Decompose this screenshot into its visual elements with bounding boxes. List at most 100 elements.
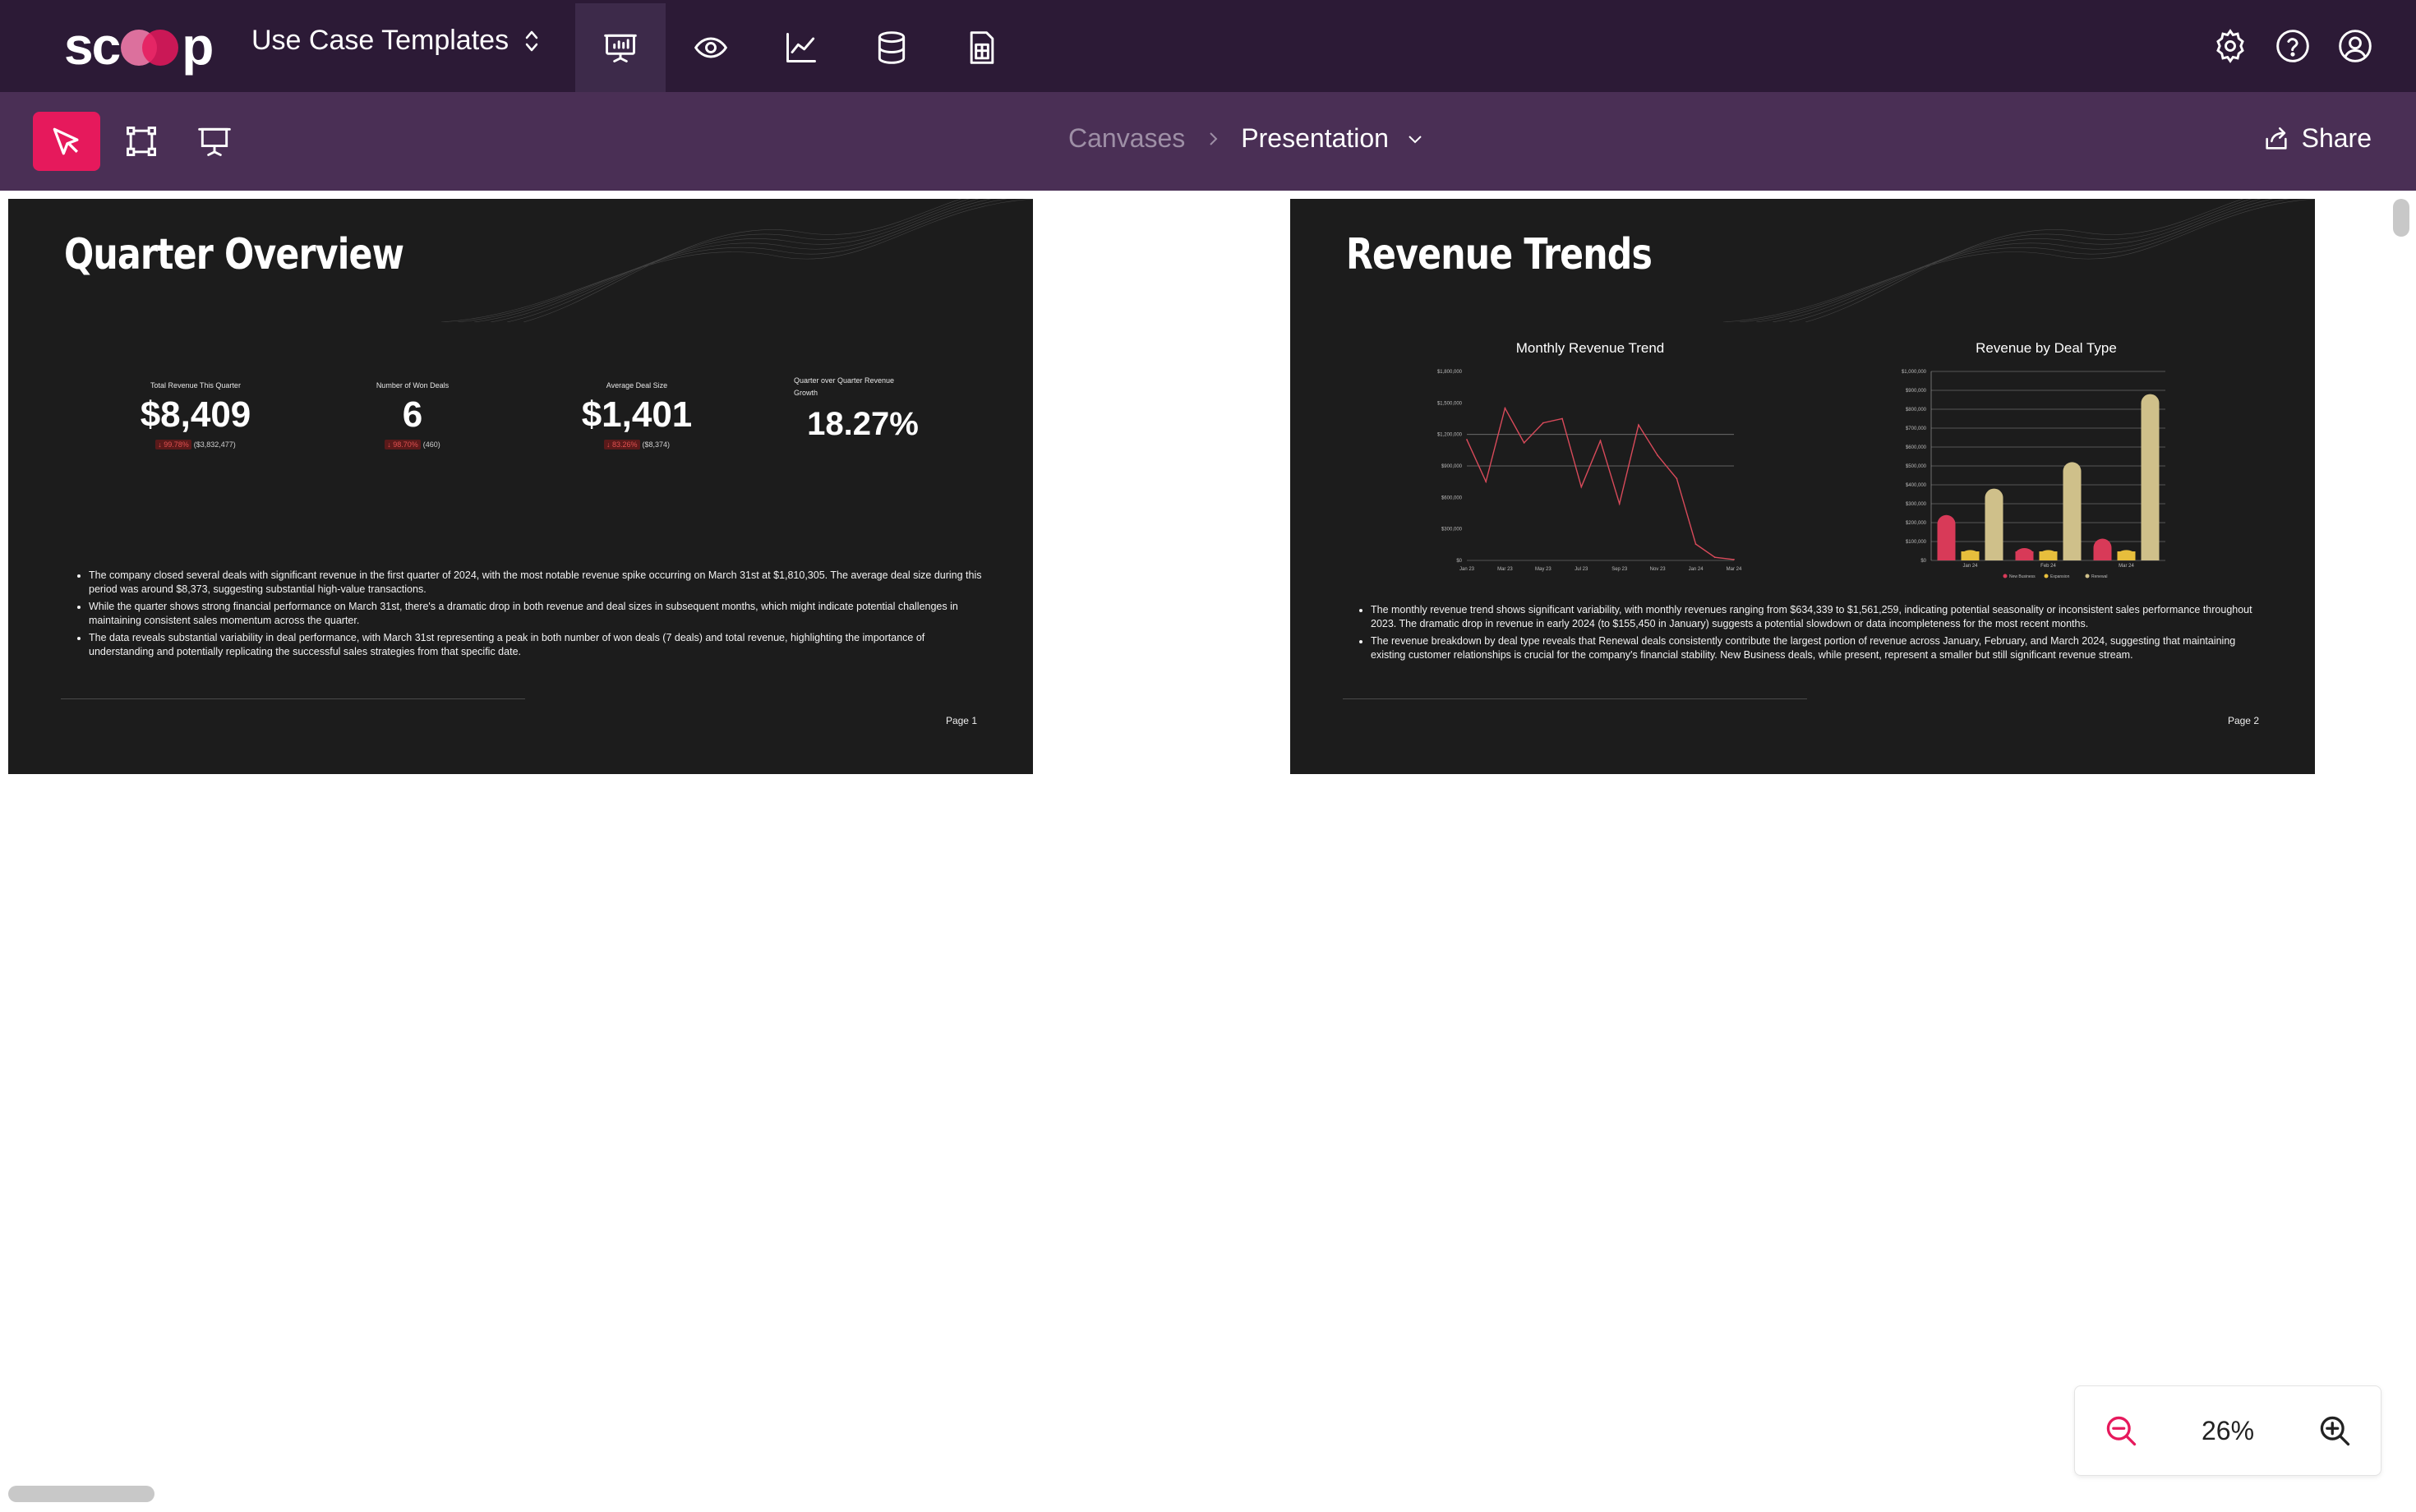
insight-item: While the quarter shows strong financial… (89, 600, 986, 628)
pointer-tool-button[interactable] (33, 112, 100, 171)
zoom-in-icon[interactable] (2317, 1413, 2353, 1449)
legend-label: New Business (2009, 574, 2036, 579)
data-point (1618, 503, 1621, 505)
kpi-label: Total Revenue This Quarter (150, 381, 241, 390)
help-icon[interactable] (2275, 28, 2311, 64)
x-tick-label: Sep 23 (1611, 567, 1628, 572)
y-tick-label: $1,000,000 (1902, 370, 1927, 375)
slide-2[interactable]: Revenue Trends Monthly Revenue Trend $0 $… (1290, 199, 2315, 774)
kpi-won-deals: Number of Won Deals 6 ↓ 98.70% (460) (314, 381, 511, 449)
data-point (1713, 556, 1716, 559)
x-tick-label: Jan 24 (1689, 567, 1704, 572)
updown-chevron-icon (525, 30, 538, 51)
bar-chart-title: Revenue by Deal Type (1976, 340, 2117, 356)
wave-decoration (440, 199, 1033, 322)
logo-circles-icon (121, 25, 180, 67)
breadcrumb-presentation[interactable]: Presentation (1241, 123, 1389, 153)
kpi-average-deal: Average Deal Size $1,401 ↓ 83.26% ($8,374… (538, 381, 735, 449)
slide-1[interactable]: Quarter Overview Total Revenue This Quar… (8, 199, 1033, 774)
main-nav (575, 3, 1027, 92)
page-number: Page 1 (945, 715, 977, 726)
insight-item: The monthly revenue trend shows signific… (1371, 603, 2268, 631)
vertical-scrollbar[interactable] (2393, 199, 2409, 237)
footer-divider (1343, 698, 1807, 699)
y-tick-label: $500,000 (1906, 464, 1927, 469)
x-tick-label: Feb 24 (2040, 564, 2056, 569)
monthly-revenue-line-chart[interactable]: $0 $300,000 $600,000 $900,000 $1,200,000 $1,5… (1418, 363, 1779, 585)
kpi-total-revenue: Total Revenue This Quarter $8,409 ↓ 99.7… (97, 381, 294, 449)
kpi-previous: (460) (422, 440, 440, 449)
chart-line-icon (786, 33, 816, 62)
chevron-right-icon (1210, 131, 1218, 145)
bar-new-business (1937, 514, 1956, 560)
data-point (1466, 439, 1468, 440)
breadcrumb-canvases[interactable]: Canvases (1068, 123, 1186, 153)
pointer-icon (53, 127, 79, 155)
insight-item: The revenue breakdown by deal type revea… (1371, 634, 2268, 662)
horizontal-scrollbar[interactable] (8, 1486, 154, 1502)
tab-view[interactable] (666, 3, 756, 92)
slide-1-title: Quarter Overview (64, 230, 404, 279)
wave-decoration (1722, 199, 2315, 322)
y-tick-label: $400,000 (1906, 483, 1927, 488)
frame-tool-button[interactable] (108, 112, 175, 171)
y-tick-label: $600,000 (1906, 445, 1927, 450)
breadcrumb: Canvases Presentation (1068, 123, 1425, 154)
frame-icon (127, 127, 156, 156)
share-icon (2266, 127, 2287, 150)
user-icon[interactable] (2337, 28, 2373, 64)
x-tick-label: Jul 23 (1575, 567, 1588, 572)
revenue-series-line (1466, 406, 1735, 560)
tab-data[interactable] (846, 3, 937, 92)
share-button[interactable]: Share (2262, 123, 2372, 154)
y-tick-label: $900,000 (1441, 464, 1463, 469)
scoop-logo[interactable]: sc p (64, 16, 214, 76)
bar-base (2063, 551, 2082, 560)
y-tick-label: $0 (1920, 559, 1926, 564)
database-icon (878, 31, 906, 64)
y-tick-label: $1,500,000 (1437, 401, 1463, 406)
kpi-comparison: ↓ 83.26% ($8,374) (538, 440, 735, 449)
tab-presentation[interactable] (575, 3, 666, 92)
bar-renewal (2063, 462, 2082, 560)
zoom-out-icon[interactable] (2103, 1413, 2139, 1449)
slide-tool-button[interactable] (181, 112, 248, 171)
x-tick-label: Mar 23 (1497, 567, 1513, 572)
footer-divider (61, 698, 525, 699)
revenue-by-deal-type-chart[interactable]: $0 $100,000 $200,000 $300,000 $400,000 $500,0… (1882, 363, 2243, 593)
eye-icon (694, 37, 728, 58)
y-tick-label: $300,000 (1906, 502, 1927, 507)
tab-charts[interactable] (756, 3, 846, 92)
canvas-toolbar (0, 92, 2416, 191)
x-tick-label: Mar 24 (1727, 567, 1742, 572)
tab-sheets[interactable] (937, 3, 1027, 92)
canvas-area[interactable]: Quarter Overview Total Revenue This Quar… (0, 191, 2416, 1512)
data-point (1733, 559, 1735, 560)
x-tick-label: Jan 23 (1459, 567, 1475, 572)
bar-base (1961, 551, 1980, 560)
data-point (1523, 441, 1525, 444)
kpi-previous: ($3,832,477) (193, 440, 236, 449)
kpi-label: Average Deal Size (606, 381, 668, 390)
kpi-previous: ($8,374) (642, 440, 671, 449)
legend-swatch (2044, 574, 2049, 579)
x-tick-label: Mar 24 (2119, 564, 2134, 569)
kpi-value: 18.27% (807, 406, 919, 442)
legend-label: Expansion (2050, 574, 2070, 579)
gear-icon[interactable] (2212, 28, 2248, 64)
y-tick-label: $800,000 (1906, 408, 1927, 413)
top-bar: sc p Use Case Templates (0, 0, 2416, 92)
bar-renewal (2141, 394, 2160, 560)
data-point (1580, 486, 1583, 488)
kpi-value: 6 (402, 394, 423, 435)
chevron-down-icon[interactable] (1405, 129, 1425, 149)
x-tick-label: Jan 24 (1962, 564, 1978, 569)
bar-base (1985, 551, 2003, 560)
kpi-label: Number of Won Deals (376, 381, 450, 390)
kpi-change-badge: ↓ 99.78% (155, 440, 191, 449)
bar-base (2015, 551, 2034, 560)
slide-2-title: Revenue Trends (1346, 230, 1653, 279)
y-tick-label: $700,000 (1906, 426, 1927, 431)
insight-item: The company closed several deals with si… (89, 569, 986, 597)
workspace-selector[interactable]: Use Case Templates (251, 25, 540, 57)
